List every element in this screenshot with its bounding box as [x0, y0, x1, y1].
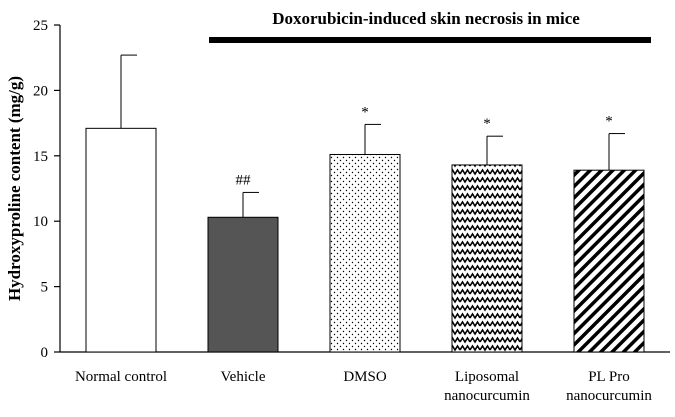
x-tick-label-4: nanocurcumin: [566, 388, 652, 404]
significance-marker-3: *: [483, 116, 491, 132]
bar-4: [573, 169, 645, 353]
bar-2: [329, 153, 401, 353]
x-tick-label-0: Normal control: [75, 369, 167, 385]
y-tick-label: 5: [41, 280, 49, 296]
title-underline-bar: [209, 37, 651, 43]
significance-marker-4: *: [605, 114, 613, 130]
chart-title: Doxorubicin-induced skin necrosis in mic…: [272, 9, 580, 28]
y-tick-label: 25: [33, 18, 48, 34]
x-tick-label-3: nanocurcumin: [444, 388, 530, 404]
y-tick-label: 10: [33, 214, 48, 230]
y-tick-label: 0: [41, 345, 49, 361]
bar-1: [207, 216, 279, 353]
x-tick-label-4: PL Pro: [588, 369, 630, 385]
bar-0: [85, 127, 157, 353]
y-axis-label: Hydroxyproline content (mg/g): [5, 76, 24, 301]
x-tick-label-1: Vehicle: [221, 369, 266, 385]
x-tick-label-3: Liposomal: [455, 369, 519, 385]
significance-marker-2: *: [361, 104, 369, 120]
y-tick-label: 15: [33, 149, 48, 165]
x-tick-label-2: DMSO: [343, 369, 387, 385]
significance-marker-1: ##: [236, 172, 252, 188]
bar-3: [451, 164, 523, 353]
y-tick-label: 20: [33, 83, 48, 99]
